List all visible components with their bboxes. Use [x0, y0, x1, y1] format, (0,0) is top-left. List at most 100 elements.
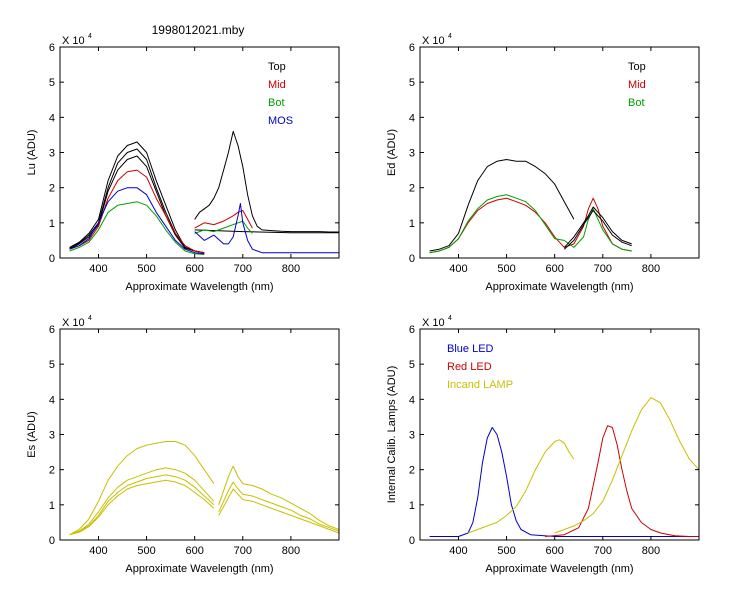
- series-group: [429, 159, 632, 254]
- plot-frame: [59, 328, 340, 541]
- legend-entry: Blue LED: [447, 343, 494, 355]
- x-tick-label: 500: [137, 545, 155, 557]
- x-tick-label: 700: [234, 545, 252, 557]
- series-line-mid: [69, 169, 205, 254]
- y-tick-label: 5: [49, 359, 55, 371]
- y-tick-label: 2: [409, 183, 415, 195]
- x-tick-label: 600: [546, 263, 564, 275]
- series-line-es: [218, 465, 339, 530]
- exponent-power: 4: [88, 315, 92, 322]
- x-tick-label: 800: [642, 263, 660, 275]
- series-line-top: [69, 148, 205, 254]
- series-group: [69, 441, 339, 536]
- y-tick-label: 5: [409, 359, 415, 371]
- y-tick-label: 1: [49, 218, 55, 230]
- legend-entry: Red LED: [447, 361, 492, 373]
- y-tick-label: 5: [409, 77, 415, 89]
- series-line-top: [194, 229, 339, 234]
- x-tick-label: 500: [137, 263, 155, 275]
- exponent-power: 4: [88, 33, 92, 40]
- y-tick-label: 1: [409, 500, 415, 512]
- y-tick-label: 0: [49, 535, 55, 547]
- series-line-es: [218, 481, 339, 532]
- legend-entry: Top: [628, 61, 646, 73]
- series-line-red-led: [545, 425, 699, 537]
- exponent-power: 4: [448, 33, 452, 40]
- exponent-label: X 10: [62, 317, 85, 329]
- x-axis-label: Approximate Wavelength (nm): [125, 281, 273, 293]
- legend-entry: MOS: [268, 115, 293, 127]
- exponent-label: X 10: [422, 317, 445, 329]
- chart-panel-ed: 0 1 2 3 4 5 6 400 500 600 700 800 Approximate Wavele…: [386, 33, 700, 293]
- y-tick-label: 3: [409, 148, 415, 160]
- plot-frame: [419, 46, 700, 259]
- series-line-bot: [429, 194, 632, 254]
- y-tick-label: 0: [49, 253, 55, 265]
- legend-entry: Bot: [268, 97, 285, 109]
- exponent-label: X 10: [62, 35, 85, 47]
- y-axis-label: Lu (ADU): [26, 130, 38, 176]
- x-tick-label: 400: [89, 263, 107, 275]
- legend-entry: Top: [268, 61, 286, 73]
- legend-entry: Incand LAMP: [447, 379, 513, 391]
- plot-frame: [59, 46, 340, 259]
- y-tick-label: 0: [409, 253, 415, 265]
- y-axis-label: Es (ADU): [26, 411, 38, 457]
- series-line-bot: [69, 201, 205, 255]
- file-title: 1998012021.mby: [152, 23, 245, 37]
- legend-entry: Mid: [628, 79, 646, 91]
- chart-panel-calib: 0 1 2 3 4 5 6 400 500 600 700 800 Approximate Wavele…: [386, 315, 700, 575]
- y-axis-label: Internal Calib. Lamps (ADU): [386, 366, 398, 504]
- series-line-mid: [194, 210, 253, 229]
- x-tick-label: 400: [89, 545, 107, 557]
- x-tick-label: 800: [642, 545, 660, 557]
- y-tick-label: 4: [409, 112, 415, 124]
- y-tick-label: 2: [409, 465, 415, 477]
- legend-entry: Mid: [268, 79, 286, 91]
- y-tick-label: 6: [409, 42, 415, 54]
- y-tick-label: 6: [409, 324, 415, 336]
- x-tick-label: 700: [594, 263, 612, 275]
- series-line-es: [218, 488, 339, 534]
- y-tick-label: 4: [409, 394, 415, 406]
- series-line-top: [429, 159, 575, 252]
- series-group: [69, 130, 339, 255]
- series-line-top: [194, 130, 339, 233]
- x-axis-label: Approximate Wavelength (nm): [125, 563, 273, 575]
- series-line-top: [563, 206, 632, 248]
- y-tick-label: 1: [409, 218, 415, 230]
- series-line-es: [69, 467, 215, 536]
- series-line-es: [69, 479, 215, 536]
- y-tick-label: 0: [409, 535, 415, 547]
- x-tick-label: 400: [449, 263, 467, 275]
- series-group: [429, 397, 699, 537]
- y-tick-label: 4: [49, 394, 55, 406]
- x-tick-label: 600: [186, 263, 204, 275]
- exponent-power: 4: [448, 315, 452, 322]
- y-tick-label: 5: [49, 77, 55, 89]
- chart-panel-lu: 0 1 2 3 4 5 6 400 500 600 700 800 Approximate Wavele…: [26, 33, 340, 293]
- chart-panel-es: 0 1 2 3 4 5 6 400 500 600 700 800 Approximate Wavele…: [26, 315, 340, 575]
- series-line-es: [69, 441, 215, 536]
- x-tick-label: 400: [449, 545, 467, 557]
- x-tick-label: 600: [546, 545, 564, 557]
- series-line-incand-lamp: [467, 439, 575, 534]
- series-line-bot: [194, 220, 253, 234]
- x-tick-label: 800: [282, 545, 300, 557]
- y-tick-label: 4: [49, 112, 55, 124]
- series-line-mos: [194, 203, 339, 254]
- x-tick-label: 700: [234, 263, 252, 275]
- exponent-label: X 10: [422, 35, 445, 47]
- series-line-incand-lamp: [554, 397, 699, 534]
- x-tick-label: 600: [186, 545, 204, 557]
- series-line-mos: [69, 187, 205, 255]
- x-tick-label: 500: [497, 263, 515, 275]
- y-tick-label: 3: [409, 430, 415, 442]
- y-axis-label: Ed (ADU): [386, 129, 398, 176]
- x-tick-label: 800: [282, 263, 300, 275]
- series-line-es: [69, 474, 215, 536]
- x-tick-label: 500: [497, 545, 515, 557]
- y-tick-label: 1: [49, 500, 55, 512]
- y-tick-label: 6: [49, 324, 55, 336]
